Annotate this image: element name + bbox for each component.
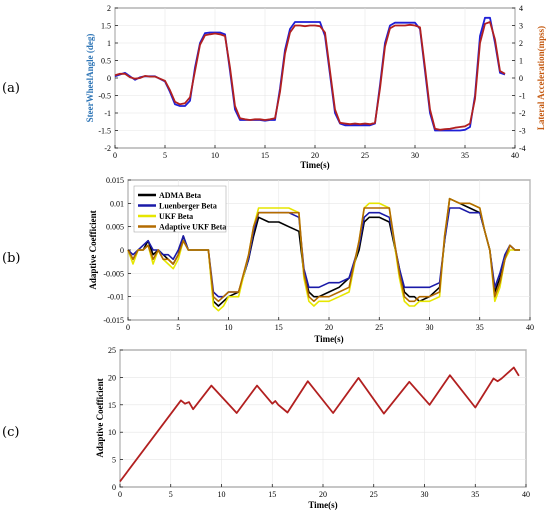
chart-a-yticks: -2 -1.5 -1 -0.5 0 0.5 1 1.5 2 <box>98 4 118 153</box>
chart-b-xtick-label: 25 <box>375 323 383 332</box>
chart-b-ytick-label: -0.01 <box>107 293 124 302</box>
legend-label: Adaptive UKF Beta <box>159 223 226 232</box>
chart-a-ytick-label: -1.5 <box>98 127 111 136</box>
chart-b-xlabel: Time(s) <box>314 334 343 344</box>
chart-a-y2tick-label: -1 <box>519 92 526 101</box>
legend-label: ADMA Beta <box>159 191 201 200</box>
chart-a-xtick-label: 15 <box>261 151 269 160</box>
chart-a-ytick-label: 0 <box>107 74 111 83</box>
chart-a-y2tick-label: 0 <box>519 74 523 83</box>
legend-label: Luenberger Beta <box>159 202 217 211</box>
chart-a-y2tick-label: 2 <box>519 39 523 48</box>
legend-box <box>133 185 227 233</box>
chart-a: 0 5 10 15 20 25 30 35 40 -2-1.5-1-0.500.511.52 -… <box>85 4 546 170</box>
chart-a-xtick-label: 25 <box>361 151 369 160</box>
chart-b-xtick-label: 20 <box>325 323 333 332</box>
chart-a-ylabel: SteerWheelAngle (deg) <box>85 34 95 123</box>
chart-b-series-line-1 <box>127 207 520 298</box>
chart-a-xlabel: Time(s) <box>300 160 329 170</box>
chart-c-xtick-label: 25 <box>370 490 378 499</box>
chart-c-ytick-label: 15 <box>108 401 116 410</box>
chart-b-xtick-label: 40 <box>526 323 534 332</box>
chart-b-xticks: 0 5 10 15 20 25 30 35 40 <box>126 317 534 332</box>
chart-c-xtick-label: 0 <box>118 490 122 499</box>
chart-c-xtick-label: 20 <box>319 490 327 499</box>
chart-a-y2tick-label: -3 <box>519 127 526 136</box>
chart-b-xtick-label: 10 <box>225 323 233 332</box>
chart-c-xtick-label: 30 <box>421 490 429 499</box>
chart-c-xtick-label: 10 <box>218 490 226 499</box>
chart-a-ytick-label: 0.5 <box>101 57 111 66</box>
chart-b-series-line-3 <box>127 197 520 303</box>
chart-a-xtick-label: 30 <box>411 151 419 160</box>
chart-c: 0 5 10 15 20 25 30 35 40 0 5 10 15 20 25 Time(s) Adap… <box>95 346 530 510</box>
panel-label-a: (a) <box>2 81 20 96</box>
chart-a-xticks: 0 5 10 15 20 25 30 35 40 <box>113 145 519 160</box>
chart-b-series <box>127 197 520 312</box>
panel-label-c: (c) <box>2 425 19 440</box>
chart-b-xtick-label: 30 <box>426 323 434 332</box>
chart-b-ytick-label: 0.015 <box>106 176 124 185</box>
legend-label: UKF Beta <box>159 212 193 221</box>
chart-c-series-line-0 <box>119 366 520 483</box>
chart-a-y2tick-label: -4 <box>519 144 526 153</box>
chart-c-ylabel: Adaptive Coefficient <box>95 378 105 457</box>
chart-b: 0 5 10 15 20 25 30 35 40 -0.015 -0.01 -0.005 0 0.005… <box>88 176 534 344</box>
chart-a-xtick-label: 10 <box>211 151 219 160</box>
chart-a-y2tick-label: -2 <box>519 109 526 118</box>
chart-a-xtick-label: 40 <box>511 151 519 160</box>
chart-c-xticks: 0 5 10 15 20 25 30 35 40 <box>118 484 530 499</box>
chart-a-series-line-1 <box>114 21 506 131</box>
panel-label-b: (b) <box>2 251 20 266</box>
chart-a-y2ticks: -4 -3 -2 -1 0 1 2 3 4 <box>512 4 526 153</box>
chart-a-ytick-label: 1.5 <box>101 22 111 31</box>
chart-b-ylabel: Adaptive Coefficient <box>88 210 98 289</box>
chart-c-grid <box>119 349 527 488</box>
chart-a-series <box>114 16 506 132</box>
chart-b-ytick-label: 0.01 <box>110 199 124 208</box>
chart-b-ytick-label: -0.005 <box>103 269 124 278</box>
chart-c-xtick-label: 40 <box>522 490 530 499</box>
chart-a-ytick-label: -0.5 <box>98 92 111 101</box>
chart-c-yticks: 0 5 10 15 20 25 <box>108 346 123 492</box>
chart-b-ytick-label: -0.015 <box>103 316 124 325</box>
chart-b-ytick-label: 0.005 <box>106 223 124 232</box>
chart-c-ytick-label: 25 <box>108 346 116 355</box>
chart-c-ytick-label: 0 <box>112 483 116 492</box>
chart-b-xtick-label: 5 <box>176 323 180 332</box>
chart-c-ytick-label: 5 <box>112 456 116 465</box>
chart-a-xtick-label: 5 <box>163 151 167 160</box>
chart-b-ytick-label: 0 <box>120 246 124 255</box>
chart-a-ytick-label: 2 <box>107 4 111 13</box>
chart-c-ytick-label: 10 <box>108 428 116 437</box>
chart-a-xtick-label: 20 <box>311 151 319 160</box>
chart-a-xtick-label: 0 <box>113 151 117 160</box>
chart-c-xtick-label: 5 <box>169 490 173 499</box>
chart-b-xtick-label: 15 <box>275 323 283 332</box>
chart-c-xtick-label: 35 <box>471 490 479 499</box>
chart-a-ytick-label: 1 <box>107 39 111 48</box>
chart-c-xlabel: Time(s) <box>308 500 337 510</box>
chart-c-ytick-label: 20 <box>108 373 116 382</box>
chart-a-ytick-label: -1 <box>104 109 111 118</box>
chart-a-y2label: Lateral Acceleration(mpss) <box>536 26 546 130</box>
chart-a-xtick-label: 35 <box>461 151 469 160</box>
chart-a-y2tick-label: 3 <box>519 22 523 31</box>
chart-a-y2tick-label: 4 <box>519 4 523 13</box>
chart-b-yticks: -0.015 -0.01 -0.005 0 0.005 0.01 0.015 <box>103 176 131 325</box>
chart-b-xtick-label: 0 <box>126 323 130 332</box>
chart-c-series <box>119 366 520 483</box>
chart-a-y2tick-label: 1 <box>519 57 523 66</box>
chart-b-xtick-label: 35 <box>476 323 484 332</box>
chart-c-xtick-label: 15 <box>268 490 276 499</box>
chart-a-ytick-label: -2 <box>104 144 111 153</box>
